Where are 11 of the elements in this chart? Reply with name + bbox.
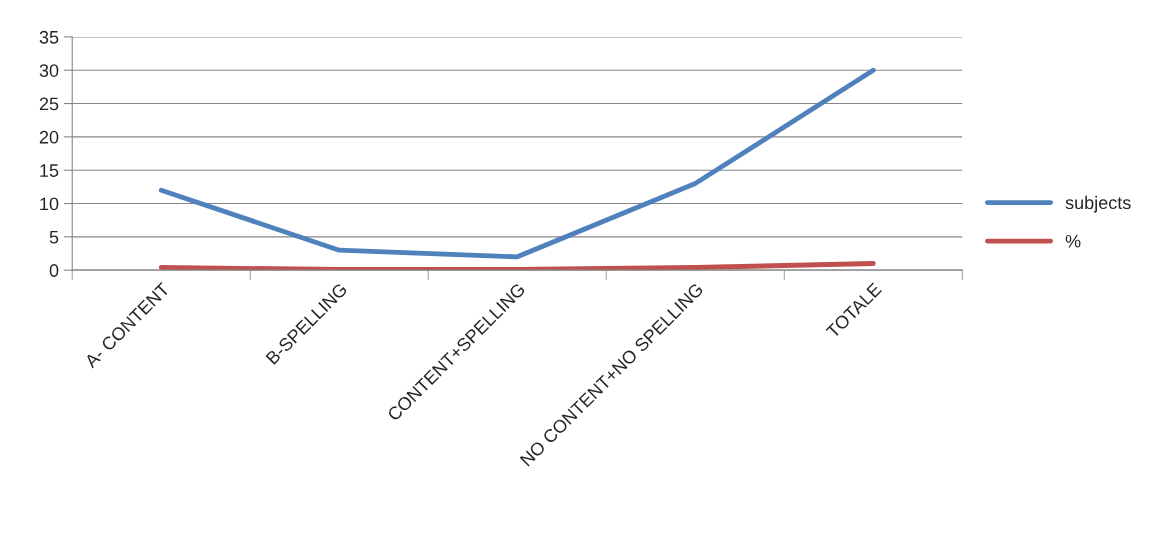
legend-label: % [1065,234,1081,248]
y-tick-label: 25 [39,97,59,111]
legend-label: subjects [1065,195,1131,213]
y-tick-label: 0 [49,264,59,277]
line-series [158,67,876,260]
y-tick-label: 30 [39,64,59,77]
y-tick-label: 15 [40,164,59,177]
y-tick-label: 20 [39,130,59,144]
y-tick-label: 5 [49,230,59,244]
y-tick-label: 35 [39,30,59,44]
y-tick-label: 10 [40,197,59,211]
